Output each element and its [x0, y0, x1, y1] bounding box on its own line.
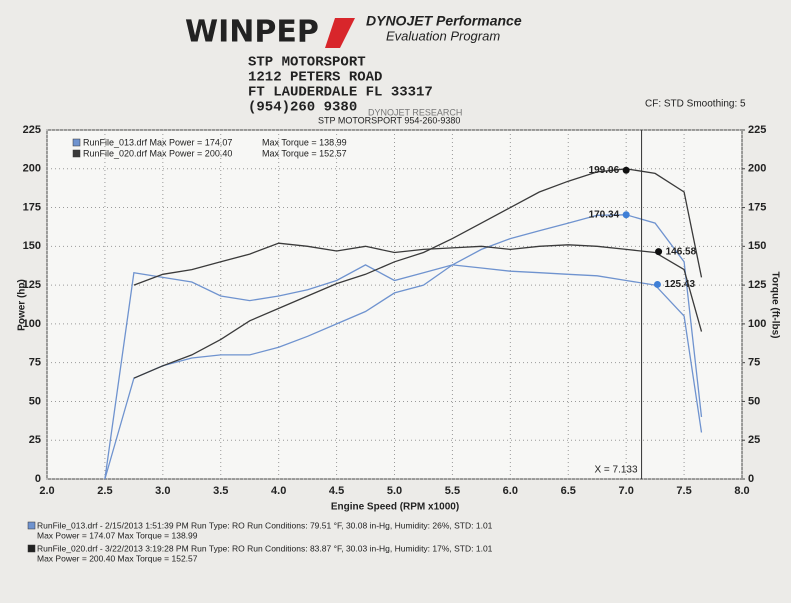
logo: WINPEP	[185, 15, 319, 50]
x-tick-label: 3.5	[213, 485, 228, 497]
x-tick-label: 7.5	[676, 485, 691, 497]
y2-tick-label: 175	[748, 201, 766, 213]
y-tick-label: 0	[35, 473, 41, 485]
y2-tick-label: 0	[748, 473, 754, 485]
y2-tick-label: 150	[748, 240, 766, 252]
y2-tick-label: 25	[748, 434, 760, 446]
y2-tick-label: 200	[748, 163, 766, 175]
run-max: Max Power = 174.07 Max Torque = 138.99	[37, 530, 198, 540]
shop-line: STP MOTORSPORT 954-260-9380	[318, 115, 460, 125]
x-tick-label: 5.0	[387, 485, 402, 497]
y2-tick-label: 75	[748, 357, 760, 369]
marker-label: 125.43	[664, 279, 695, 290]
run-info: RunFile_020.drf - 3/22/2013 3:19:28 PM R…	[37, 543, 493, 553]
y2-tick-label: 50	[748, 395, 760, 407]
power-line	[104, 214, 703, 480]
address: STP MOTORSPORT 1212 PETERS ROAD FT LAUDE…	[248, 55, 433, 116]
x-tick-label: 6.0	[503, 485, 518, 497]
power-line	[133, 168, 703, 379]
y-tick-label: 25	[29, 434, 41, 446]
legend-torque: Max Torque = 138.99	[262, 137, 347, 147]
phone: (954)260 9380	[248, 100, 357, 116]
y-tick-label: 75	[29, 357, 41, 369]
x-tick-label: 6.5	[561, 485, 576, 497]
x-tick-label: 2.5	[97, 485, 112, 497]
x-tick-label: 7.0	[619, 485, 634, 497]
y-tick-label: 175	[23, 201, 41, 213]
brand: DYNOJET Performance	[366, 13, 522, 29]
legend-torque: Max Torque = 152.57	[262, 148, 347, 158]
legend-swatch	[72, 138, 81, 147]
x-tick-label: 4.0	[271, 485, 286, 497]
x-tick-label: 3.0	[155, 485, 170, 497]
y2-tick-label: 225	[748, 124, 766, 136]
y-tick-label: 50	[29, 395, 41, 407]
shop: STP MOTORSPORT	[248, 55, 366, 71]
x-tick-label: 4.5	[329, 485, 344, 497]
street: 1212 PETERS ROAD	[248, 70, 382, 86]
legend-swatch	[72, 149, 81, 158]
y-axis-title: Power (hp)	[17, 279, 28, 331]
torque-line	[104, 264, 703, 480]
y2-axis-title: Torque (ft-lbs)	[769, 271, 780, 338]
x-axis-title: Engine Speed (RPM x1000)	[331, 502, 459, 513]
y-tick-label: 100	[23, 318, 41, 330]
y2-tick-label: 100	[748, 318, 766, 330]
run-swatch	[27, 544, 36, 553]
torque-line	[133, 242, 703, 332]
marker	[655, 248, 663, 256]
marker	[622, 211, 630, 219]
cursor-label: X = 7.133	[594, 465, 638, 476]
city: FT LAUDERDALE FL 33317	[248, 85, 433, 101]
marker-label: 146.58	[666, 246, 697, 257]
legend-label: RunFile_020.drf Max Power = 200.40	[83, 148, 232, 158]
x-tick-label: 2.0	[39, 485, 54, 497]
x-tick-label: 5.5	[445, 485, 460, 497]
legend-label: RunFile_013.drf Max Power = 174.07	[83, 137, 232, 147]
y2-tick-label: 125	[748, 279, 766, 291]
program: Evaluation Program	[386, 28, 500, 43]
marker	[653, 280, 661, 288]
y-tick-label: 150	[23, 240, 41, 252]
run-info: RunFile_013.drf - 2/15/2013 1:51:39 PM R…	[37, 520, 493, 530]
research: DYNOJET RESEARCH	[368, 107, 462, 117]
x-tick-label: 8.0	[734, 485, 749, 497]
y-tick-label: 200	[23, 163, 41, 175]
logo-slash	[325, 18, 355, 48]
marker-label: 199.06	[589, 165, 620, 176]
marker	[622, 166, 630, 174]
plot-area	[46, 129, 743, 480]
y-tick-label: 225	[23, 124, 41, 136]
run-swatch	[27, 521, 36, 530]
settings: CF: STD Smoothing: 5	[645, 99, 746, 110]
marker-label: 170.34	[589, 209, 620, 220]
y-tick-label: 125	[23, 279, 41, 291]
run-max: Max Power = 200.40 Max Torque = 152.57	[37, 553, 198, 563]
